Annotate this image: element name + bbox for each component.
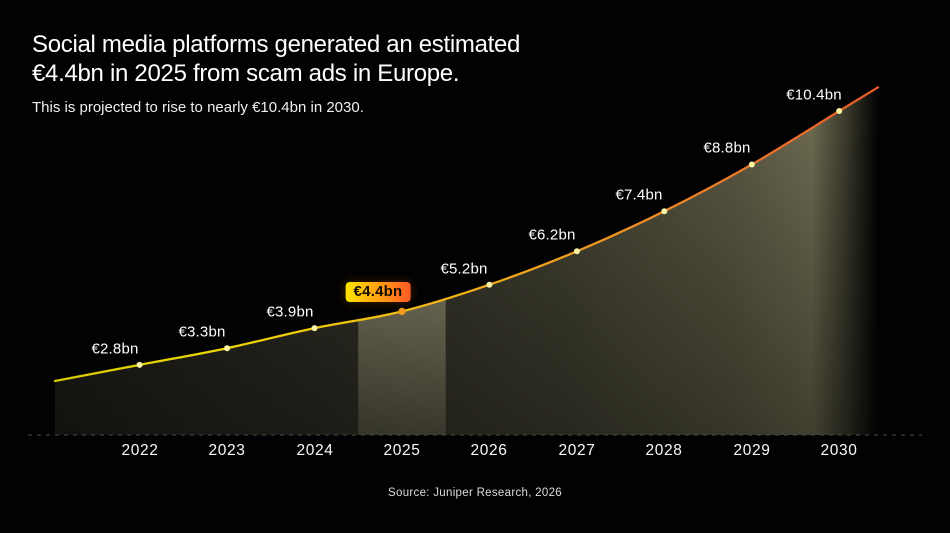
area-shade-overlay [55,87,878,436]
chart-title-line2: €4.4bn in 2025 from scam ads in Europe. [32,60,460,87]
data-point-dot-2024 [311,325,318,332]
data-point-dot-2030 [836,108,843,114]
data-point-dot-2027 [573,248,580,255]
source-attribution: Source: Juniper Research, 2026 [388,487,562,499]
data-point-dot-2026 [486,281,493,288]
data-point-dot-2028 [661,208,668,215]
data-point-dot-2029 [748,161,755,168]
data-point-dot-2022 [136,361,143,368]
chart-header: Social media platforms generated an esti… [32,30,520,116]
data-point-dot-2023 [224,345,231,352]
chart-subtitle: This is projected to rise to nearly €10.… [32,99,364,116]
chart-title-line1: Social media platforms generated an esti… [32,31,521,58]
data-points-group [136,108,843,368]
data-point-dot-2025 [398,307,406,315]
highlight-band-2025 [358,87,446,435]
